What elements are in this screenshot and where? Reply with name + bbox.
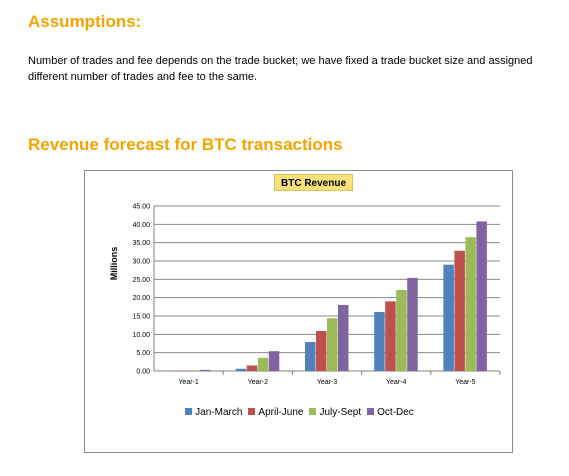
chart-legend: Jan-March April-June July-Sept Oct-Dec (85, 407, 514, 418)
bar (454, 250, 465, 371)
bar (188, 370, 200, 371)
y-tick-label: 15.00 (132, 314, 150, 321)
assumptions-paragraph: Number of trades and fee depends on the … (28, 55, 533, 83)
legend-swatch (185, 408, 193, 415)
legend-label: April-June (258, 407, 304, 418)
chart-title: BTC Revenue (274, 174, 354, 191)
bar (385, 301, 396, 371)
legend-swatch (248, 408, 256, 415)
bar (396, 289, 407, 371)
bar (327, 318, 338, 371)
y-tick-label: 10.00 (132, 332, 150, 339)
bar (257, 357, 269, 371)
legend-item: April-June (248, 407, 303, 418)
bar (268, 351, 280, 371)
legend-label: Oct-Dec (377, 407, 414, 418)
bar (235, 368, 247, 371)
heading-assumptions: Assumptions: (28, 12, 142, 31)
bar (374, 311, 385, 371)
y-tick-label: 30.00 (132, 259, 150, 266)
legend-label: Jan-March (195, 407, 243, 418)
bar (305, 342, 316, 371)
bar (465, 237, 476, 371)
legend-item: Oct-Dec (367, 407, 414, 418)
x-tick-label: Year-1 (178, 379, 198, 386)
bar (177, 370, 189, 372)
bar (476, 221, 487, 371)
bar (246, 365, 258, 371)
x-tick-label: Year-5 (455, 379, 475, 386)
legend-swatch (309, 408, 317, 415)
legend-item: Jan-March (185, 407, 242, 418)
x-tick-label: Year-3 (317, 379, 337, 386)
y-tick-label: 20.00 (132, 295, 150, 302)
bar (407, 277, 418, 371)
y-tick-label: 40.00 (132, 222, 150, 229)
bar (316, 331, 327, 371)
y-tick-label: 0.00 (136, 369, 150, 376)
bar (199, 369, 211, 371)
y-axis-label: Millions (109, 247, 119, 281)
x-tick-label: Year-4 (386, 379, 406, 386)
legend-label: July-Sept (319, 407, 362, 418)
bar (443, 264, 454, 371)
heading-revenue-forecast: Revenue forecast for BTC transactions (28, 135, 343, 154)
bar (338, 305, 349, 371)
y-tick-label: 35.00 (132, 240, 150, 247)
legend-swatch (367, 408, 375, 415)
y-tick-label: 5.00 (136, 350, 150, 357)
x-tick-label: Year-2 (248, 379, 268, 386)
y-tick-label: 45.00 (132, 204, 150, 211)
chart-plot: 0.00 5.00 10.00 15.00 20.00 25.00 30.00 35.00 40… (109, 204, 501, 386)
btc-revenue-chart: BTC Revenue 0.00 5.00 10.00 15.00 20.00 25.00… (84, 170, 513, 453)
y-tick-label: 25.00 (132, 277, 150, 284)
legend-item: July-Sept (309, 407, 361, 418)
bar (166, 370, 178, 372)
